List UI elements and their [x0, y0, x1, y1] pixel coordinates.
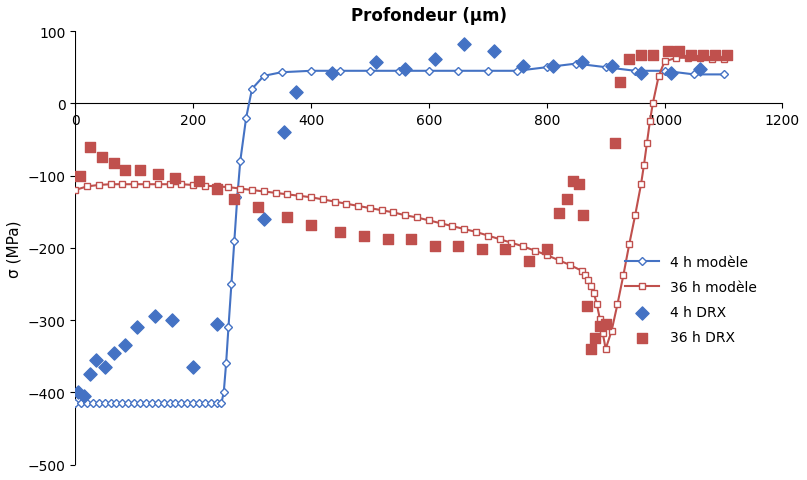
Point: [77, 392, 90, 400]
Point: [546, 63, 559, 71]
Legend: 4 h modèle, 36 h modèle, 4 h DRX, 36 h DRX: 4 h modèle, 36 h modèle, 4 h DRX, 36 h D…: [621, 252, 761, 349]
Point: [72, 389, 85, 396]
Point: [278, 129, 291, 137]
Point: [325, 70, 338, 78]
Point: [516, 63, 529, 71]
Point: [83, 144, 96, 151]
Point: [193, 178, 206, 186]
Point: [561, 195, 574, 203]
Point: [696, 52, 709, 60]
Point: [429, 56, 441, 63]
Point: [567, 178, 579, 186]
Point: [646, 52, 659, 60]
Point: [487, 48, 500, 56]
Point: [90, 356, 102, 364]
Point: [107, 349, 120, 357]
Point: [720, 52, 733, 60]
Point: [693, 66, 706, 74]
Point: [605, 63, 618, 71]
Point: [151, 171, 164, 179]
Point: [608, 140, 621, 147]
Point: [623, 56, 636, 63]
Point: [119, 167, 132, 174]
Point: [334, 228, 347, 236]
Title: Profondeur (μm): Profondeur (μm): [351, 7, 507, 25]
Point: [614, 79, 627, 86]
Point: [73, 172, 86, 180]
Point: [523, 257, 536, 265]
Point: [593, 322, 606, 330]
Point: [661, 48, 674, 56]
Point: [399, 66, 412, 74]
Point: [358, 232, 370, 240]
Point: [405, 236, 418, 243]
Point: [452, 243, 465, 251]
Point: [381, 236, 394, 243]
Point: [709, 52, 721, 60]
Point: [252, 204, 265, 211]
Point: [83, 371, 96, 378]
Point: [304, 221, 317, 229]
Point: [98, 363, 111, 371]
Point: [584, 346, 597, 353]
Point: [475, 246, 488, 253]
Point: [148, 313, 161, 321]
Point: [281, 214, 294, 222]
Point: [228, 195, 240, 203]
Point: [684, 52, 697, 60]
Point: [552, 210, 565, 217]
Point: [134, 167, 147, 174]
Point: [634, 52, 647, 60]
Point: [169, 175, 182, 182]
Point: [580, 302, 593, 310]
Point: [131, 324, 144, 331]
Point: [577, 212, 590, 220]
Point: [634, 70, 647, 78]
Point: [600, 320, 613, 328]
Point: [540, 246, 553, 253]
Point: [499, 246, 512, 253]
Point: [573, 181, 586, 189]
Point: [257, 216, 270, 223]
Point: [429, 243, 441, 251]
Point: [107, 159, 120, 167]
Point: [186, 363, 199, 371]
Point: [458, 41, 470, 49]
Point: [673, 48, 686, 56]
Point: [210, 185, 223, 193]
Point: [166, 316, 179, 324]
Point: [210, 320, 223, 328]
Point: [588, 335, 601, 342]
Point: [370, 59, 383, 67]
Point: [575, 59, 588, 67]
Y-axis label: σ (MPa): σ (MPa): [7, 219, 22, 277]
Point: [119, 342, 132, 349]
Point: [95, 155, 108, 162]
Point: [290, 89, 303, 97]
Point: [664, 70, 677, 78]
